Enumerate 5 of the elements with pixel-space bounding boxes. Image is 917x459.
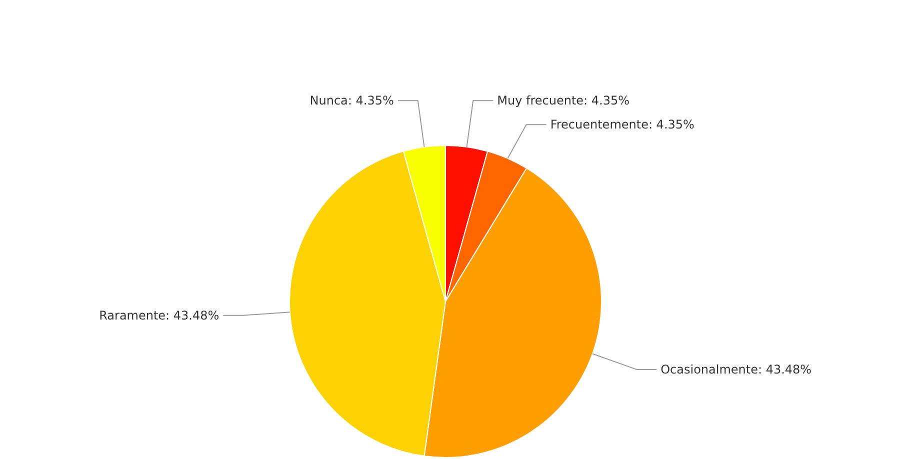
slice-label: Ocasionalmente: 43.48% bbox=[660, 362, 812, 376]
slice-label: Frecuentemente: 4.35% bbox=[550, 118, 694, 132]
slice-label: Muy frecuente: 4.35% bbox=[497, 94, 630, 108]
slice-label: Nunca: 4.35% bbox=[310, 94, 394, 108]
slice-label: Raramente: 43.48% bbox=[99, 308, 220, 322]
